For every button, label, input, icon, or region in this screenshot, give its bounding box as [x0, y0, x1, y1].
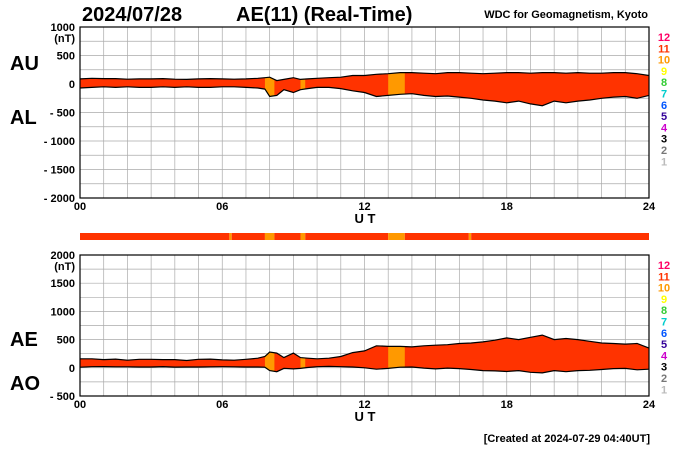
- range-fill-area: [80, 72, 649, 106]
- station-count-label: 10: [658, 55, 670, 67]
- station-count-label: 9: [661, 294, 667, 306]
- station-count-label: 7: [661, 317, 667, 329]
- side-label-ao: AO: [10, 373, 40, 395]
- station-count-label: 3: [661, 134, 667, 146]
- y-tick-label: - 500: [50, 391, 75, 403]
- coverage-bar-segment: [274, 233, 301, 240]
- series-line-ao: [79, 365, 650, 374]
- coverage-bar-segment: [404, 233, 469, 240]
- orange-band: [264, 335, 275, 373]
- range-fill-area: [80, 335, 649, 373]
- y-tick-label: 0: [69, 79, 75, 91]
- station-count-label: 11: [658, 43, 670, 55]
- x-tick-label: 00: [74, 201, 86, 213]
- series-line-ae: [80, 334, 650, 362]
- y-tick-label: - 1000: [44, 136, 75, 148]
- station-count-label: 2: [661, 145, 667, 157]
- y-tick-label: - 1500: [44, 165, 75, 177]
- station-count-label: 4: [661, 350, 668, 362]
- side-label-al: AL: [10, 107, 37, 129]
- station-count-label: 6: [661, 328, 667, 340]
- y-tick-label: 0: [69, 363, 75, 375]
- station-count-label: 3: [661, 362, 667, 374]
- coverage-bar-segment: [231, 233, 265, 240]
- coverage-bar-segment: [305, 233, 389, 240]
- station-count-label: 6: [661, 100, 667, 112]
- plot-frame: [79, 254, 650, 397]
- station-count-label: 9: [661, 66, 667, 78]
- plot-frame: [79, 26, 650, 199]
- chart-title: AE(11) (Real-Time): [236, 4, 413, 26]
- coverage-bar-segment: [264, 233, 275, 240]
- coverage-bar-segment: [388, 233, 405, 240]
- station-count-label: 8: [661, 305, 667, 317]
- x-tick-label: 00: [74, 399, 86, 411]
- coverage-bar-segment: [471, 233, 649, 240]
- x-tick-label: 12: [358, 201, 370, 213]
- y-tick-label: 1000: [51, 306, 75, 318]
- y-tick-label: - 500: [50, 108, 75, 120]
- station-count-label: 12: [658, 260, 670, 272]
- coverage-bar-segment: [300, 233, 306, 240]
- x-tick-label: 18: [501, 201, 513, 213]
- station-count-label: 4: [661, 122, 668, 134]
- y-tick-label: - 2000: [44, 193, 75, 205]
- station-count-label: 5: [661, 111, 667, 123]
- y-tick-label: 1000: [51, 22, 75, 34]
- station-count-label: 10: [658, 283, 670, 295]
- y-tick-label: 500: [57, 51, 75, 63]
- x-tick-label: 12: [358, 399, 370, 411]
- y-tick-label: 500: [57, 335, 75, 347]
- side-label-au: AU: [10, 53, 39, 75]
- series-line-au: [79, 71, 650, 82]
- date-title: 2024/07/28: [82, 4, 183, 26]
- station-count-label: 1: [661, 156, 667, 168]
- y-axis-unit: (nT): [54, 261, 75, 273]
- side-label-ae: AE: [10, 329, 38, 351]
- orange-band: [264, 72, 275, 106]
- x-tick-label: 24: [643, 399, 656, 411]
- y-tick-label: 2000: [51, 250, 75, 262]
- created-timestamp: [Created at 2024-07-29 04:40UT]: [483, 433, 650, 445]
- x-axis-label: U T: [355, 409, 376, 424]
- station-count-label: 11: [658, 271, 670, 283]
- coverage-bar-segment: [229, 233, 232, 240]
- station-count-label: 8: [661, 77, 667, 89]
- x-tick-label: 18: [501, 399, 513, 411]
- credit-text: WDC for Geomagnetism, Kyoto: [484, 9, 648, 21]
- y-tick-label: 1500: [51, 278, 75, 290]
- station-count-label: 2: [661, 373, 667, 385]
- y-axis-unit: (nT): [54, 33, 75, 45]
- station-count-label: 5: [661, 339, 667, 351]
- x-tick-label: 06: [216, 399, 228, 411]
- series-line-al: [79, 86, 650, 107]
- x-axis-label: U T: [355, 211, 376, 226]
- station-count-label: 12: [658, 32, 670, 44]
- x-tick-label: 24: [643, 201, 656, 213]
- x-tick-label: 06: [216, 201, 228, 213]
- coverage-bar-segment: [468, 233, 472, 240]
- station-count-label: 7: [661, 89, 667, 101]
- coverage-bar-segment: [80, 233, 230, 240]
- station-count-label: 1: [661, 384, 667, 396]
